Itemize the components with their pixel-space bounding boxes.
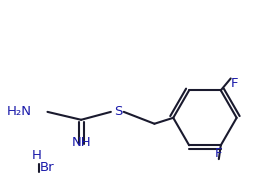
Text: F: F	[231, 77, 238, 91]
Text: S: S	[115, 105, 123, 118]
Text: H: H	[32, 149, 42, 162]
Text: F: F	[215, 147, 222, 160]
Text: NH: NH	[71, 135, 91, 149]
Text: H₂N: H₂N	[7, 105, 32, 118]
Text: Br: Br	[39, 161, 54, 174]
